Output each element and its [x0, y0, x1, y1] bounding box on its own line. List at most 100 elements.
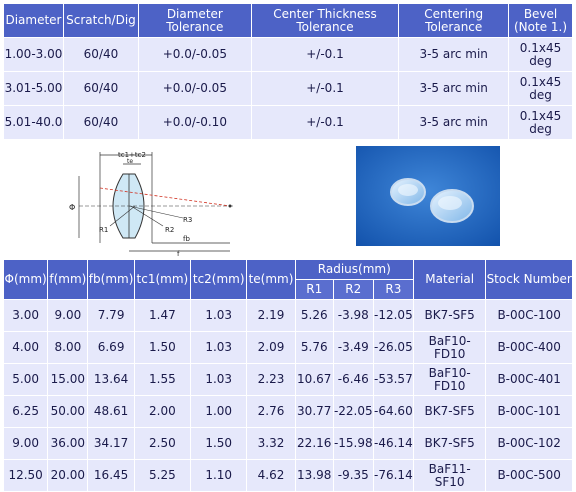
cell: 1.10 — [190, 459, 248, 492]
cell: 4.00 — [2, 331, 49, 364]
lens-diagram: tc1+tc2 te Φ R1 R2 R3 fb f — [69, 151, 235, 256]
cell: 1.47 — [133, 299, 192, 332]
cell: -64.60 — [372, 395, 414, 428]
spec-header-row: Diameter Scratch/Dig Diameter Tolerance … — [3, 3, 573, 38]
cell: 1.03 — [190, 299, 248, 332]
table-row: 6.25 50.00 48.61 2.00 1.00 2.76 30.77 -2… — [2, 395, 573, 428]
cell: 5.26 — [294, 299, 334, 332]
cell: B-00C-401 — [485, 363, 573, 396]
col-r1: R1 — [294, 279, 334, 300]
cell: BK7-SF5 — [412, 395, 487, 428]
cell: 60/40 — [62, 71, 139, 106]
cell: 1.55 — [133, 363, 192, 396]
cell: 3.32 — [246, 427, 296, 460]
table-row: 12.50 20.00 16.45 5.25 1.10 4.62 13.98 -… — [2, 459, 573, 492]
cell: +0.0/-0.05 — [137, 37, 252, 72]
cell: -22.05 — [332, 395, 374, 428]
cell: 5.76 — [294, 331, 334, 364]
cell: -53.57 — [372, 363, 414, 396]
cell: 7.79 — [87, 299, 135, 332]
focal-point — [228, 204, 232, 208]
ray-line — [99, 187, 231, 207]
col-f: f(mm) — [47, 259, 89, 300]
label-r1: R1 — [99, 226, 108, 234]
col-material: Material — [412, 259, 487, 300]
cell: 4.62 — [246, 459, 296, 492]
cell: 2.09 — [246, 331, 296, 364]
cell: 0.1x45 deg — [508, 105, 573, 140]
cell: 60/40 — [62, 105, 139, 140]
col-stock-number: Stock Number — [485, 259, 573, 300]
cell: +0.0/-0.05 — [137, 71, 252, 106]
cell: 8.00 — [47, 331, 89, 364]
cell: -26.05 — [372, 331, 414, 364]
cell: 60/40 — [62, 37, 139, 72]
cell: 3-5 arc min — [398, 105, 510, 140]
col-center-thickness-tolerance: Center Thickness Tolerance — [250, 3, 400, 38]
table-row: 5.00 15.00 13.64 1.55 1.03 2.23 10.67 -6… — [2, 363, 573, 396]
cell: 1.03 — [190, 363, 248, 396]
radius-line — [128, 205, 184, 219]
col-phi: Φ(mm) — [2, 259, 49, 300]
col-te: te(mm) — [246, 259, 296, 300]
cell: B-00C-400 — [485, 331, 573, 364]
cell: 1.50 — [190, 427, 248, 460]
label-phi: Φ — [69, 203, 75, 212]
cell: 5.00 — [2, 363, 49, 396]
label-te: te — [127, 158, 133, 165]
cell: 50.00 — [47, 395, 89, 428]
col-bevel: Bevel (Note 1.) — [508, 3, 573, 38]
cell: -46.14 — [372, 427, 414, 460]
cell: 1.50 — [133, 331, 192, 364]
cell: 5.01-40.0 — [3, 105, 64, 140]
cell: BK7-SF5 — [412, 299, 487, 332]
cell: 48.61 — [87, 395, 135, 428]
cell: 3.01-5.00 — [3, 71, 64, 106]
cell: 3-5 arc min — [398, 71, 510, 106]
col-r2: R2 — [332, 279, 374, 300]
cell: +0.0/-0.10 — [137, 105, 252, 140]
table-row: 3.00 9.00 7.79 1.47 1.03 2.19 5.26 -3.98… — [2, 299, 573, 332]
label-tc: tc1+tc2 — [118, 151, 146, 159]
cell: 15.00 — [47, 363, 89, 396]
cell: 2.76 — [246, 395, 296, 428]
table-row: 1.00-3.00 60/40 +0.0/-0.05 +/-0.1 3-5 ar… — [3, 37, 573, 72]
cell: +/-0.1 — [250, 71, 400, 106]
cell: 10.67 — [294, 363, 334, 396]
cell: -6.46 — [332, 363, 374, 396]
cell: 2.00 — [133, 395, 192, 428]
label-r3: R3 — [183, 216, 192, 224]
table-row: 5.01-40.0 60/40 +0.0/-0.10 +/-0.1 3-5 ar… — [3, 105, 573, 140]
cell: 1.00 — [190, 395, 248, 428]
cell: 0.1x45 deg — [508, 37, 573, 72]
lens-photo — [356, 146, 500, 246]
label-fb: fb — [183, 235, 190, 243]
cell: 1.00-3.00 — [3, 37, 64, 72]
photo-background — [356, 146, 500, 246]
cell: BaF11-SF10 — [412, 459, 487, 492]
cell: 2.19 — [246, 299, 296, 332]
cell: B-00C-100 — [485, 299, 573, 332]
cell: -12.05 — [372, 299, 414, 332]
cell: 2.50 — [133, 427, 192, 460]
col-diameter: Diameter — [3, 3, 64, 38]
col-tc1: tc1(mm) — [133, 259, 192, 300]
cell: -76.14 — [372, 459, 414, 492]
lens-highlight — [438, 196, 462, 210]
cell: -15.98 — [332, 427, 374, 460]
label-r2: R2 — [165, 226, 174, 234]
data-header-row: Φ(mm) f(mm) fb(mm) tc1(mm) tc2(mm) te(mm… — [2, 259, 573, 300]
cell: 5.25 — [133, 459, 192, 492]
cell: 0.1x45 deg — [508, 71, 573, 106]
col-fb: fb(mm) — [87, 259, 135, 300]
cell: 9.00 — [47, 299, 89, 332]
radius-line — [130, 205, 164, 227]
label-f: f — [177, 250, 180, 256]
cell: 30.77 — [294, 395, 334, 428]
cell: 13.98 — [294, 459, 334, 492]
cell: 3.00 — [2, 299, 49, 332]
cell: 2.23 — [246, 363, 296, 396]
radius-line — [109, 205, 136, 227]
cell: -3.98 — [332, 299, 374, 332]
lens-highlight — [398, 184, 418, 196]
